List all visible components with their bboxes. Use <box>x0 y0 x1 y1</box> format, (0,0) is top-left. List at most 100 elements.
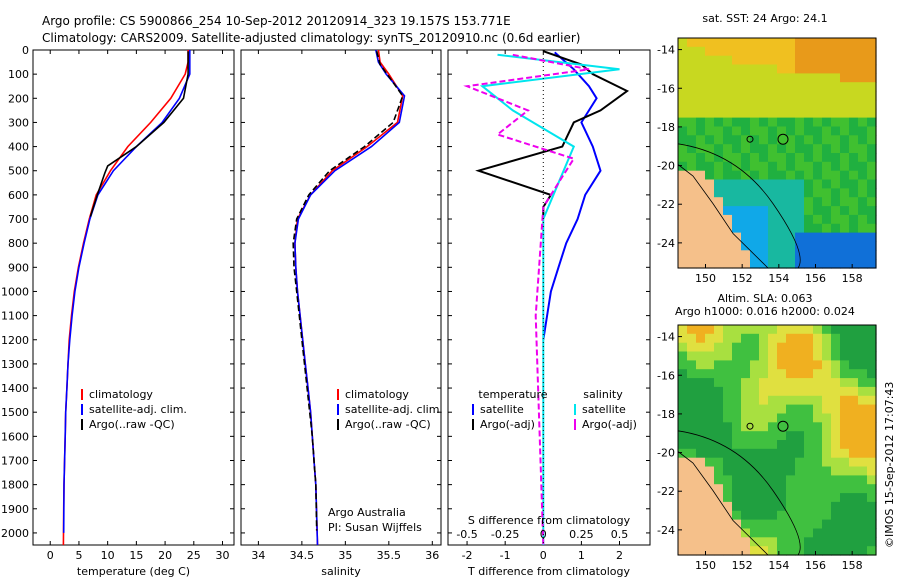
map-cell <box>705 431 715 441</box>
map-cell <box>723 546 733 556</box>
map-frame <box>677 324 877 556</box>
map-cell <box>849 378 859 388</box>
map-cell <box>741 259 751 269</box>
map-cell <box>867 351 877 361</box>
map-cell <box>705 82 715 92</box>
y-tick-label: 2000 <box>1 527 29 540</box>
map-cell <box>867 91 877 101</box>
sla-map: 150 152 154 156 158 -14 -16 -18 -20 -22 -24 <box>657 324 877 572</box>
map-cell <box>750 510 760 521</box>
map-cell <box>813 519 823 529</box>
map-cell <box>867 395 877 406</box>
map-cell <box>696 440 706 450</box>
map-cell <box>687 46 697 57</box>
map-cell <box>768 206 778 216</box>
map-x-tick-label: 152 <box>732 272 753 285</box>
map-cell <box>795 214 805 225</box>
map-cell <box>777 214 787 225</box>
map-cell <box>741 404 751 414</box>
map-cell <box>714 91 724 101</box>
sst-map: 150 152 154 156 158 -14 -16 -18 -20 -22 -24 <box>657 37 877 285</box>
map-cell <box>687 223 697 234</box>
y-tick-label: 700 <box>8 213 29 226</box>
map-cell <box>795 351 805 361</box>
map-cell <box>822 386 832 397</box>
map-cell <box>687 99 697 110</box>
map-cell <box>750 46 760 57</box>
map-cell <box>786 170 796 181</box>
series-line-argo-raw-qc- <box>292 51 404 531</box>
map-cell <box>840 404 850 414</box>
top-axis-label: S difference from climatology <box>468 514 631 527</box>
map-cell <box>813 135 823 145</box>
map-cell <box>759 197 769 207</box>
map-cell <box>768 466 778 476</box>
map-cell <box>750 351 760 361</box>
map-cell <box>813 404 823 414</box>
map-cell <box>723 117 733 127</box>
map-cell <box>714 440 724 450</box>
map-cell <box>678 351 688 361</box>
map-cell <box>849 135 859 145</box>
map-cell <box>723 144 733 154</box>
map-cell <box>687 161 697 172</box>
map-cell <box>849 422 859 432</box>
map-cell <box>705 351 715 361</box>
map-cell <box>732 413 742 423</box>
map-cell <box>687 117 697 127</box>
map-cell <box>687 378 697 388</box>
map-cell <box>714 395 724 406</box>
map-cell <box>822 448 832 459</box>
map-cell <box>831 55 841 66</box>
map-cell <box>705 232 715 242</box>
map-cell <box>741 144 751 154</box>
map-cell <box>696 82 706 92</box>
map-cell <box>831 161 841 172</box>
map-cell <box>822 46 832 57</box>
map-cell <box>795 325 805 335</box>
map-cell <box>723 351 733 361</box>
map-cell <box>678 82 688 92</box>
map-cell <box>768 351 778 361</box>
map-cell <box>777 422 787 432</box>
map-cell <box>840 117 850 127</box>
map-cell <box>723 55 733 66</box>
map-cell <box>768 259 778 269</box>
map-cell <box>678 537 688 547</box>
map-cell <box>759 369 769 379</box>
map-cell <box>786 501 796 512</box>
map-cell <box>768 431 778 441</box>
map-cell <box>741 342 751 353</box>
map-cell <box>831 342 841 353</box>
map-cell <box>678 510 688 521</box>
map-cell <box>741 108 751 119</box>
map-cell <box>741 153 751 163</box>
map-cell <box>813 108 823 119</box>
map-cell <box>786 386 796 397</box>
map-cell <box>696 546 706 556</box>
map-cell <box>732 333 742 344</box>
map-cell <box>804 422 814 432</box>
series-line-temperature-satellite <box>542 51 602 340</box>
map-cell <box>705 73 715 83</box>
map-cell <box>867 250 877 260</box>
map-cell <box>840 55 850 66</box>
map-cell <box>696 360 706 370</box>
map-cell <box>858 126 868 136</box>
map-cell <box>750 179 760 189</box>
map-cell <box>804 537 814 547</box>
map-cell <box>849 360 859 370</box>
map-cell <box>831 325 841 335</box>
map-cell <box>741 501 751 512</box>
map-cell <box>696 188 706 198</box>
map-cell <box>849 395 859 406</box>
map-x-tick-label: 154 <box>768 559 789 572</box>
map-cell <box>858 475 868 485</box>
map-cell <box>705 161 715 172</box>
map-cell <box>867 197 877 207</box>
map-cell <box>777 259 787 269</box>
map-cell <box>831 475 841 485</box>
map-cell <box>849 369 859 379</box>
map-cell <box>741 46 751 57</box>
map-cell <box>768 197 778 207</box>
